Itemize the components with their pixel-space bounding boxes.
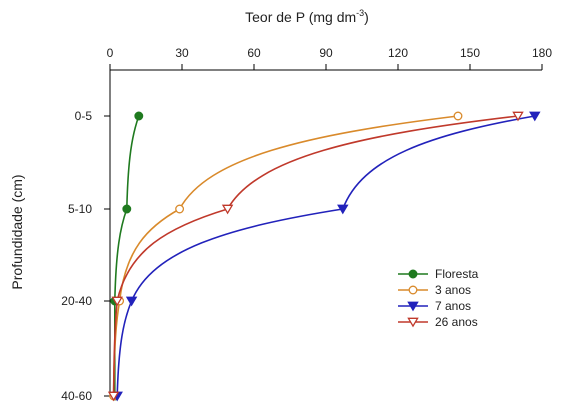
legend-item: 26 anos	[398, 315, 478, 329]
data-point	[529, 111, 541, 122]
data-point	[337, 204, 349, 215]
x-tick-label: 60	[247, 46, 261, 60]
legend: Floresta 3 anos 7 anos 26 anos	[398, 267, 479, 329]
data-point	[125, 296, 138, 307]
x-axis: 0 30 60 90 120 150 180	[107, 46, 552, 71]
series-3-anos	[109, 111, 463, 401]
y-tick-label: 20-40	[61, 294, 92, 308]
data-point	[107, 391, 120, 402]
legend-label: 26 anos	[435, 315, 478, 329]
series-7-anos	[111, 111, 541, 402]
legend-label: 3 anos	[435, 283, 471, 297]
series-floresta	[110, 111, 144, 401]
x-tick-label: 120	[388, 46, 408, 60]
series-line	[113, 115, 140, 396]
x-tick-label: 30	[175, 46, 189, 60]
y-axis-title: Profundidade (cm)	[9, 174, 25, 289]
legend-item: Floresta	[398, 267, 479, 281]
data-point	[512, 111, 524, 122]
series-layer	[107, 111, 541, 402]
y-tick-label: 5-10	[68, 202, 92, 216]
legend-marker	[407, 317, 419, 328]
series-line	[112, 115, 519, 397]
legend-label: Floresta	[435, 267, 479, 281]
data-point	[122, 204, 132, 214]
legend-marker	[408, 269, 418, 279]
data-point	[134, 111, 144, 121]
legend-marker	[407, 301, 419, 312]
legend-item: 3 anos	[398, 283, 471, 297]
y-axis: 0-5 5-10 20-40 40-60	[61, 70, 111, 403]
data-point	[111, 296, 123, 307]
x-axis-title: Teor de P (mg dm-3)	[245, 8, 369, 25]
legend-item: 7 anos	[398, 299, 471, 313]
legend-marker	[408, 285, 418, 295]
y-tick-label: 40-60	[61, 389, 92, 403]
legend-label: 7 anos	[435, 299, 471, 313]
data-point	[175, 204, 185, 214]
data-point	[453, 111, 463, 121]
x-tick-label: 0	[107, 46, 114, 60]
x-tick-label: 180	[532, 46, 552, 60]
series-line	[116, 115, 535, 397]
series-26-anos	[107, 111, 524, 402]
series-line	[112, 115, 459, 397]
x-tick-label: 90	[319, 46, 333, 60]
x-tick-label: 150	[460, 46, 480, 60]
y-tick-label: 0-5	[75, 109, 93, 123]
data-point	[221, 204, 234, 215]
